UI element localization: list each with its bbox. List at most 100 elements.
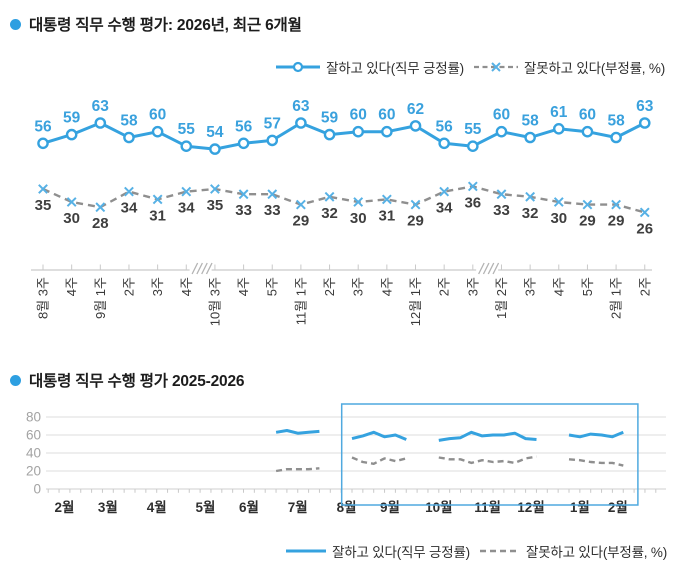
- x-marker-icon: [210, 184, 220, 194]
- circle-marker-icon: [295, 117, 307, 129]
- legend-label-positive: 잘하고 있다(직무 긍정률): [332, 545, 470, 560]
- top-chart-title-row: 대통령 직무 수행 평가: 2026년, 최근 6개월: [10, 13, 302, 35]
- month-label: 2월: [608, 499, 628, 515]
- x-marker-icon: [95, 202, 106, 213]
- positive-data-label: 59: [321, 110, 339, 127]
- positive-data-label: 58: [607, 113, 625, 130]
- bottom-legend: 잘하고 있다(직무 긍정률) 잘못하고 있다(부정률, %): [285, 541, 667, 561]
- x-marker-icon: [639, 207, 650, 218]
- top-chart-svg: 35 30 28 34 31 34 35 33 33 29 32 30 31 29 34 36 33 32 30 29…: [31, 98, 654, 326]
- positive-data-label: 62: [407, 101, 424, 118]
- x-marker-icon: [353, 197, 364, 207]
- negative-data-label: 30: [63, 210, 80, 227]
- circle-marker-icon: [94, 117, 107, 129]
- month-label: 8월: [337, 499, 357, 515]
- bullet-icon: [10, 18, 21, 30]
- circle-marker-icon: [409, 120, 422, 132]
- positive-data-label: 63: [92, 98, 110, 115]
- circle-marker-icon: [37, 137, 49, 150]
- category-label: 2주: [322, 277, 337, 296]
- category-label: 1월 2주: [494, 277, 509, 319]
- category-label: 4주: [179, 277, 194, 296]
- y-tick-label: 20: [26, 464, 41, 479]
- positive-data-label: 56: [235, 118, 253, 135]
- positive-data-label: 60: [350, 107, 367, 124]
- month-label: 7월: [288, 499, 308, 515]
- bottom-chart-title-row: 대통령 직무 수행 평가 2025-2026: [10, 369, 244, 391]
- month-label: 3월: [98, 499, 118, 515]
- positive-data-label: 60: [579, 107, 596, 124]
- negative-data-label: 33: [493, 202, 510, 219]
- bottom-chart-title: 대통령 직무 수행 평가 2025-2026: [29, 373, 245, 390]
- legend-label-positive: 잘하고 있다(직무 긍정률): [326, 61, 464, 76]
- negative-data-label: 35: [207, 197, 224, 214]
- y-tick-label: 60: [26, 428, 41, 443]
- category-label: 3주: [523, 277, 538, 296]
- negative-data-label: 36: [464, 194, 481, 211]
- category-label: 5주: [265, 277, 280, 296]
- axis-break-icon: [191, 262, 199, 275]
- legend-item-positive: 잘하고 있다(직무 긍정률): [275, 57, 464, 77]
- x-marker-icon: [324, 191, 335, 202]
- circle-marker-icon: [438, 137, 450, 150]
- negative-line: [42, 185, 646, 214]
- negative-data-label: 35: [35, 197, 52, 214]
- x-marker-icon: [410, 199, 421, 210]
- bullet-icon: [10, 374, 21, 386]
- x-marker-icon: [496, 189, 507, 200]
- highlight-box: [340, 403, 639, 506]
- positive-line: [275, 429, 624, 442]
- month-label: 9월: [380, 499, 400, 515]
- positive-data-label: 56: [34, 118, 52, 135]
- dashed-line-swatch-icon: [479, 549, 520, 553]
- x-marker-icon: [525, 191, 536, 202]
- category-label: 3주: [150, 277, 165, 296]
- legend-item-negative: 잘못하고 있다(부정률, %): [473, 57, 665, 77]
- x-marker-icon: [553, 197, 564, 207]
- month-label: 11월: [474, 499, 501, 515]
- circle-marker-icon: [209, 143, 221, 155]
- circle-marker-icon: [467, 140, 479, 153]
- top-legend: 잘하고 있다(직무 긍정률) 잘못하고 있다(부정률, %): [275, 57, 665, 77]
- negative-data-label: 29: [608, 213, 625, 230]
- circle-marker-icon: [323, 128, 336, 141]
- solid-line-circle-swatch-icon: [276, 61, 321, 73]
- circle-marker-icon: [151, 125, 164, 138]
- top-chart-title: 대통령 직무 수행 평가: 2026년, 최근 6개월: [29, 17, 302, 34]
- category-label: 4주: [379, 277, 394, 296]
- negative-data-label: 30: [350, 210, 367, 227]
- negative-line: [275, 455, 624, 473]
- category-label: 11월 1주: [293, 277, 308, 325]
- category-label: 10월 3주: [207, 277, 222, 326]
- x-marker-icon: [124, 186, 134, 197]
- negative-data-label: 28: [92, 215, 109, 232]
- category-label: 12월 1주: [408, 277, 423, 326]
- x-marker-icon: [439, 186, 450, 197]
- positive-data-label: 57: [264, 115, 281, 132]
- circle-marker-icon: [552, 123, 565, 135]
- solid-line-swatch-icon: [286, 549, 327, 553]
- legend-item-positive: 잘하고 있다(직무 긍정률): [285, 541, 470, 561]
- category-label: 9월 1주: [93, 277, 108, 319]
- circle-marker-icon: [495, 125, 508, 138]
- category-label: 4주: [64, 277, 79, 296]
- positive-data-label: 56: [436, 118, 454, 135]
- category-label: 2월 1주: [609, 277, 624, 319]
- x-marker-icon: [611, 199, 622, 210]
- circle-marker-icon: [381, 125, 393, 138]
- month-label: 2월: [55, 499, 75, 515]
- negative-data-label: 33: [235, 202, 252, 219]
- negative-data-label: 34: [121, 200, 138, 217]
- x-marker-icon: [267, 189, 278, 200]
- x-marker-icon: [467, 181, 478, 192]
- positive-data-label: 58: [522, 113, 540, 130]
- positive-data-label: 61: [550, 104, 568, 121]
- axis-break-icon: [201, 262, 208, 275]
- circle-marker-icon: [123, 131, 135, 144]
- axis-break-icon: [478, 262, 485, 275]
- y-tick-label: 80: [26, 410, 41, 425]
- legend-item-negative: 잘못하고 있다(부정률, %): [479, 541, 667, 561]
- circle-marker-icon: [180, 140, 193, 153]
- axis-break-icon: [196, 262, 203, 275]
- circle-marker-icon: [266, 134, 279, 147]
